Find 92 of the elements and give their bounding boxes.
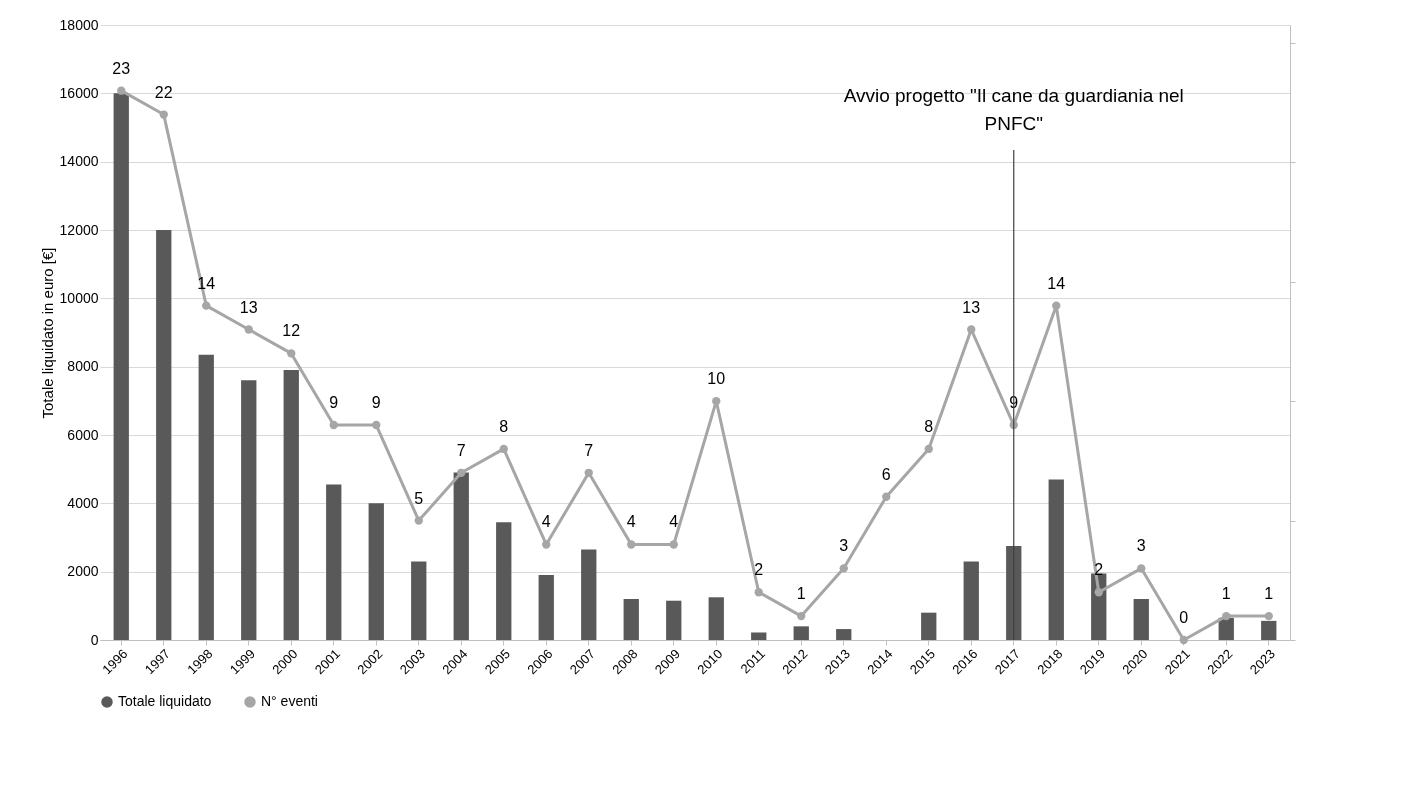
y-tick-label: 10000 (59, 289, 99, 306)
data-label: 8 (499, 417, 509, 435)
bar (623, 599, 639, 640)
bar (666, 600, 682, 640)
bar (538, 575, 554, 640)
data-label: 1 (1264, 585, 1274, 603)
data-label: 0 (1179, 609, 1189, 626)
point (287, 349, 296, 358)
bar (453, 472, 469, 640)
legend-label: Totale liquidato (118, 693, 212, 709)
data-label: 8 (924, 417, 934, 435)
point (1179, 635, 1188, 645)
point (797, 611, 806, 621)
bar (113, 93, 129, 640)
y-tick-label: 8000 (67, 358, 99, 375)
bar (581, 549, 597, 640)
data-label: 5 (414, 489, 424, 507)
point (202, 301, 211, 310)
y-tick-label: 14000 (59, 153, 99, 170)
bar (836, 629, 852, 640)
point (499, 444, 508, 454)
point (1052, 301, 1061, 310)
y-tick-label: 2000 (67, 563, 99, 580)
legend-label: N° eventi (261, 693, 318, 709)
data-label: 13 (239, 298, 258, 316)
ref-line-label: Avvio progetto "Il cane da guardiania nel PNFC" (843, 85, 1184, 134)
point (1222, 611, 1231, 621)
point (967, 325, 976, 334)
y-tick-label: 0 (90, 631, 99, 648)
bar (1006, 546, 1022, 640)
data-label: 12 (282, 322, 301, 340)
y-tick-label: 16000 (59, 84, 99, 101)
point (584, 468, 593, 477)
bar (326, 484, 342, 640)
point (542, 540, 551, 549)
point (839, 564, 848, 573)
point (627, 540, 636, 549)
point (924, 444, 933, 454)
data-label: 14 (1047, 274, 1066, 292)
point (117, 86, 126, 95)
data-label: 22 (154, 83, 173, 101)
data-label: 3 (839, 537, 849, 555)
y-tick-label: 12000 (59, 221, 99, 238)
data-label: 23 (112, 59, 131, 77)
data-label: 13 (962, 298, 981, 316)
point (712, 396, 721, 406)
bar (156, 230, 172, 640)
data-label: 4 (626, 513, 636, 531)
data-label: 9 (329, 394, 339, 412)
point (1094, 588, 1103, 597)
y-tick-label: 18000 (59, 16, 99, 33)
bar (1218, 617, 1234, 640)
data-label: 2 (754, 561, 764, 579)
point (329, 420, 338, 430)
point (244, 325, 253, 334)
data-label: 3 (1136, 537, 1146, 555)
point (372, 420, 381, 430)
point (1264, 611, 1273, 621)
data-label: 4 (541, 513, 551, 531)
point (754, 588, 763, 597)
point (882, 492, 891, 501)
data-label: 14 (197, 274, 216, 292)
bar (1048, 479, 1064, 640)
bar (283, 370, 299, 640)
bar (1133, 599, 1149, 640)
point (1137, 564, 1146, 573)
point (159, 110, 168, 119)
bar (1261, 620, 1277, 640)
point (457, 468, 466, 477)
data-label: 1 (1221, 585, 1231, 603)
data-label: 10 (707, 370, 726, 388)
bar (751, 632, 767, 640)
y-axis-title: Totale liquidato in euro [€] (38, 247, 56, 419)
bar (198, 354, 214, 640)
data-label: 4 (669, 513, 679, 531)
bar (963, 561, 979, 640)
data-label: 7 (456, 441, 466, 459)
bar (241, 380, 257, 640)
y-tick-label: 6000 (67, 426, 99, 443)
bar (708, 597, 724, 640)
bar (921, 612, 937, 640)
data-label: 1 (796, 585, 806, 603)
bar (368, 503, 384, 640)
data-label: 7 (584, 441, 594, 459)
bar (496, 522, 512, 640)
data-label: 9 (371, 394, 381, 412)
bar (411, 561, 427, 640)
data-label: 6 (881, 465, 891, 483)
point (669, 540, 678, 549)
bar (793, 626, 809, 640)
point (414, 516, 423, 525)
y-tick-label: 4000 (67, 494, 99, 511)
